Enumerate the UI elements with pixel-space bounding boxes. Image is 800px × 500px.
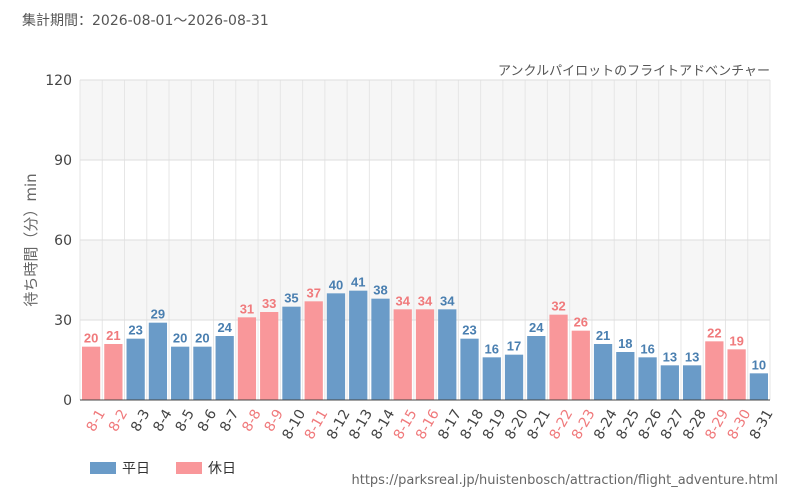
legend-item-weekday: 平日: [90, 458, 150, 478]
y-tick-label: 120: [45, 73, 72, 89]
bar-value-label: 40: [329, 277, 343, 292]
x-tick-label: 8-6: [195, 407, 220, 435]
bar: [126, 338, 145, 400]
bar-value-label: 21: [106, 328, 120, 343]
bar-value-label: 29: [151, 307, 165, 322]
bar: [282, 306, 301, 400]
y-tick-label: 30: [54, 313, 72, 329]
bar-value-label: 34: [418, 293, 433, 308]
bar-value-label: 21: [596, 328, 610, 343]
bar: [171, 346, 190, 400]
grid-band: [80, 160, 770, 240]
bar-value-label: 16: [485, 341, 499, 356]
bar-value-label: 26: [574, 315, 588, 330]
y-axis-label: 待ち時間（分）min: [22, 173, 40, 306]
bar-value-label: 24: [217, 320, 232, 335]
bar: [193, 346, 212, 400]
bar: [438, 309, 457, 400]
bar-value-label: 23: [462, 323, 476, 338]
y-tick-label: 0: [63, 393, 72, 409]
y-tick-label: 60: [54, 233, 72, 249]
bar: [349, 290, 368, 400]
bar-value-label: 22: [707, 325, 721, 340]
bar: [415, 309, 435, 400]
bar-value-label: 13: [685, 349, 699, 364]
x-tick-label: 8-1: [84, 407, 109, 435]
legend-swatch-weekday: [90, 462, 116, 474]
bar: [504, 354, 524, 400]
bar: [460, 338, 479, 400]
bar-value-label: 35: [284, 291, 298, 306]
bar: [104, 344, 123, 400]
bar-value-label: 23: [128, 323, 142, 338]
bar-value-label: 13: [663, 349, 677, 364]
bar: [571, 330, 590, 400]
x-tick-label: 8-3: [128, 407, 153, 435]
source-url: https://parksreal.jp/huistenbosch/attrac…: [351, 473, 779, 488]
legend: 平日 休日: [90, 458, 236, 478]
bar: [705, 341, 724, 400]
bar-value-label: 20: [173, 331, 187, 346]
x-tick-label: 8-2: [106, 407, 131, 435]
legend-label-weekday: 平日: [122, 461, 150, 477]
chart-title: アンクルパイロットのフライトアドベンチャー: [498, 64, 770, 79]
legend-swatch-holiday: [176, 462, 202, 474]
bar: [549, 314, 568, 400]
x-tick-label: 8-31: [747, 407, 777, 443]
x-tick-label: 8-8: [239, 407, 264, 435]
bar-value-label: 32: [551, 299, 565, 314]
bar-value-label: 41: [351, 275, 365, 290]
grid-band: [80, 240, 770, 320]
bar-value-label: 17: [507, 339, 521, 354]
bar-value-label: 38: [373, 283, 387, 298]
bar: [326, 293, 346, 400]
bar-value-label: 24: [529, 320, 544, 335]
bar: [593, 344, 613, 400]
grid-band: [80, 80, 770, 160]
bar-value-label: 20: [195, 331, 209, 346]
bar: [304, 301, 323, 400]
bar-value-label: 16: [640, 341, 654, 356]
bar: [215, 336, 234, 400]
period-label: 集計期間：2026-08-01～2026-08-31: [22, 13, 269, 29]
bar: [148, 322, 168, 400]
x-tick-label: 8-7: [217, 407, 242, 435]
bar: [727, 349, 746, 400]
bar-value-label: 20: [84, 331, 98, 346]
bar-value-label: 10: [752, 357, 766, 372]
bar: [393, 309, 412, 400]
bar: [237, 317, 257, 400]
bar-value-label: 19: [729, 333, 743, 348]
bar: [482, 357, 501, 400]
bar: [371, 298, 390, 400]
bar-value-label: 33: [262, 296, 276, 311]
bar-value-label: 34: [396, 293, 411, 308]
bar: [660, 365, 679, 400]
bar-value-label: 34: [440, 293, 455, 308]
bar: [527, 336, 546, 400]
bar: [638, 357, 657, 400]
legend-item-holiday: 休日: [176, 458, 236, 478]
bar-value-label: 18: [618, 336, 632, 351]
bar-value-label: 31: [240, 301, 254, 316]
bar: [682, 365, 702, 400]
x-tick-label: 8-4: [150, 407, 175, 435]
bar: [749, 373, 768, 400]
bar: [260, 312, 279, 400]
legend-label-holiday: 休日: [208, 461, 236, 477]
bar-value-label: 37: [306, 285, 320, 300]
y-tick-label: 90: [54, 153, 72, 169]
bar: [82, 346, 101, 400]
bar: [616, 352, 635, 400]
x-tick-label: 8-5: [173, 407, 198, 435]
